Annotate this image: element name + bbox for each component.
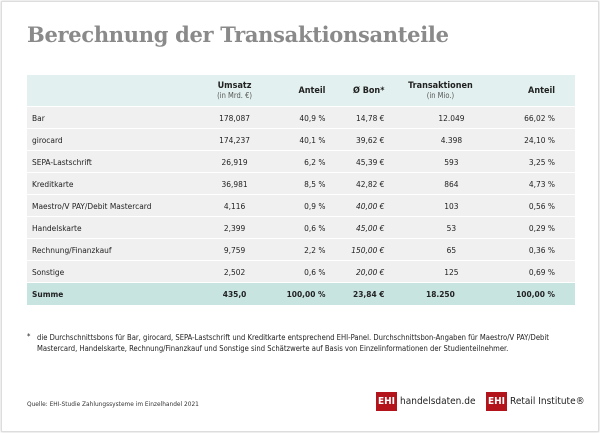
table-row: Maestro/V PAY/Debit Mastercard 4,116 0,9 %… [27,194,575,217]
col-name [27,75,204,107]
cell-name: Bar [27,106,204,129]
table-header: Umsatz (in Mrd. €) Anteil Ø Bon* Transakt… [27,75,575,107]
cell-umsatz: 178,087 [204,106,266,129]
cell-trans: 4.398 [390,128,491,151]
cell-umsatz: 4,116 [204,194,266,217]
cell-anteil: 2,2 % [265,238,332,261]
cell-name: Rechnung/Finanzkauf [27,238,204,261]
col-bon: Ø Bon* [331,75,391,107]
table-row: Summe 435,0 100,00 % 23,84 €18.250 100,00 % [27,282,575,305]
cell-bon: 45,39 € [331,150,391,173]
cell-bon: 23,84 € [331,282,391,305]
table-row: Rechnung/Finanzkauf 9,759 2,2 % 150,00 €65 0… [27,238,575,261]
cell-name: Kreditkarte [27,172,204,195]
cell-tanteil: 0,36 % [490,238,575,261]
cell-name: Sonstige [27,260,204,283]
transactions-table: Umsatz (in Mrd. €) Anteil Ø Bon* Transakt… [27,75,575,305]
cell-umsatz: 26,919 [204,150,266,173]
cell-umsatz: 2,502 [204,260,266,283]
table-row: Sonstige 2,502 0,6 % 20,00 €125 0,69 % [27,260,575,283]
cell-anteil: 100,00 % [265,282,332,305]
cell-name: Handelskarte [27,216,204,239]
cell-trans: 18.250 [390,282,491,305]
cell-bon: 14,78 € [331,106,391,129]
cell-tanteil: 4,73 % [490,172,575,195]
cell-umsatz: 36,981 [204,172,266,195]
cell-bon: 40,00 € [331,194,391,217]
table-row: Handelskarte 2,399 0,6 % 45,00 €53 0,29 % [27,216,575,239]
col-anteil: Anteil [265,75,332,107]
table-row: Bar 178,087 40,9 % 14,78 €12.049 66,02 % [27,106,575,129]
cell-tanteil: 0,56 % [490,194,575,217]
cell-tanteil: 3,25 % [490,150,575,173]
logo-handelsdaten: EHI handelsdaten.de [376,392,476,411]
cell-trans: 103 [390,194,491,217]
cell-bon: 39,62 € [331,128,391,151]
cell-bon: 42,82 € [331,172,391,195]
cell-trans: 593 [390,150,491,173]
source: Quelle: EHI-Studie Zahlungssysteme im Ei… [27,400,199,408]
cell-tanteil: 0,69 % [490,260,575,283]
cell-trans: 53 [390,216,491,239]
cell-umsatz: 9,759 [204,238,266,261]
cell-bon: 150,00 € [331,238,391,261]
col-umsatz: Umsatz (in Mrd. €) [204,75,266,107]
cell-trans: 65 [390,238,491,261]
cell-trans: 864 [390,172,491,195]
cell-umsatz: 435,0 [204,282,266,305]
cell-anteil: 0,9 % [265,194,332,217]
table-row: SEPA-Lastschrift 26,919 6,2 % 45,39 €593 3,2… [27,150,575,173]
cell-tanteil: 24,10 % [490,128,575,151]
cell-anteil: 40,9 % [265,106,332,129]
cell-anteil: 0,6 % [265,260,332,283]
cell-anteil: 8,5 % [265,172,332,195]
cell-bon: 45,00 € [331,216,391,239]
cell-trans: 12.049 [390,106,491,129]
footnote: * die Durchschnittsbons für Bar, girocar… [27,332,549,353]
cell-umsatz: 2,399 [204,216,266,239]
cell-anteil: 6,2 % [265,150,332,173]
col-transaktionen: Transaktionen (in Mio.) [390,75,491,107]
cell-anteil: 0,6 % [265,216,332,239]
table-row: Kreditkarte 36,981 8,5 % 42,82 €864 4,73 % [27,172,575,195]
col-trans-anteil: Anteil [490,75,575,107]
cell-name: SEPA-Lastschrift [27,150,204,173]
cell-umsatz: 174,237 [204,128,266,151]
cell-bon: 20,00 € [331,260,391,283]
cell-trans: 125 [390,260,491,283]
cell-name: girocard [27,128,204,151]
cell-anteil: 40,1 % [265,128,332,151]
table-row: girocard 174,237 40,1 % 39,62 €4.398 24,10 % [27,128,575,151]
cell-tanteil: 66,02 % [490,106,575,129]
cell-name: Summe [27,282,204,305]
cell-name: Maestro/V PAY/Debit Mastercard [27,194,204,217]
logo-retail-institute: EHI Retail Institute® [486,392,585,411]
cell-tanteil: 0,29 % [490,216,575,239]
cell-tanteil: 100,00 % [490,282,575,305]
page-title: Berechnung der Transaktionsanteile [27,22,449,47]
